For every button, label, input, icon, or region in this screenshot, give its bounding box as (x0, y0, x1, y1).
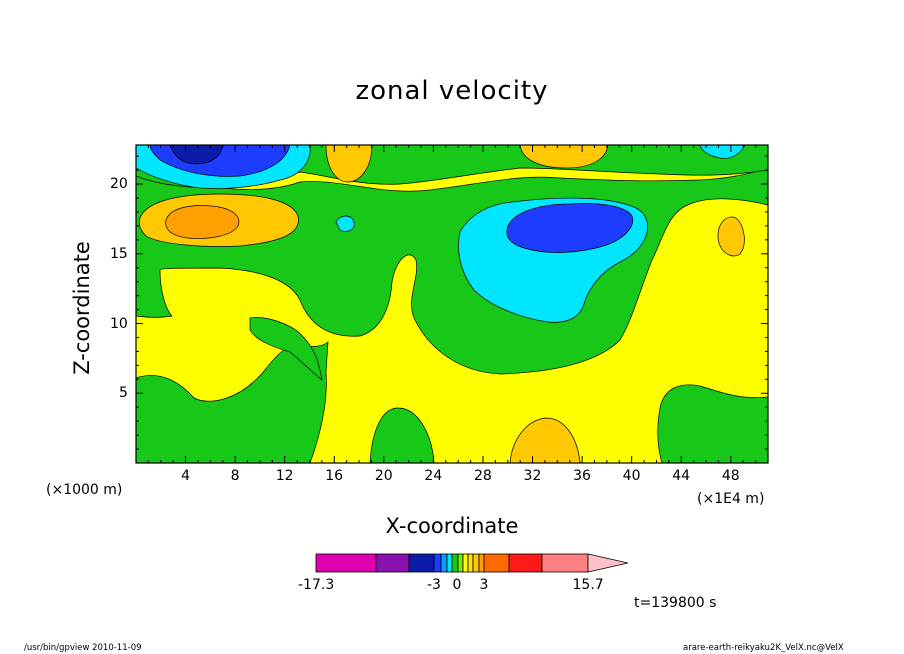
contour-orange-core-left (165, 205, 240, 239)
colorbar-segment (451, 553, 459, 573)
x-tick-label: 28 (473, 468, 492, 484)
colorbar-segment (483, 553, 510, 573)
x-tick-label: 32 (523, 468, 542, 484)
x-tick-label: 48 (721, 468, 740, 484)
x-tick-label: 40 (622, 468, 641, 484)
colorbar-segment (478, 553, 485, 573)
colorbar-extend-arrow (587, 553, 629, 573)
x-tick-label: 24 (424, 468, 443, 484)
contour-orange-top-mid (325, 145, 373, 183)
contour-cyan-small (335, 215, 355, 232)
x-tick-label: 20 (374, 468, 393, 484)
x-tick-label: 4 (181, 468, 190, 484)
y-tick-label: 10 (110, 315, 128, 332)
chart-title: zonal velocity (355, 76, 549, 106)
footer-program-info: /usr/bin/gpview 2010-11-09 (24, 643, 142, 653)
contour-cyan-top-right (699, 145, 746, 159)
colorbar-segment (457, 553, 464, 573)
contour-green-lower-right (657, 384, 768, 463)
x-tick-label: 16 (325, 468, 344, 484)
colorbar-segment (433, 553, 442, 573)
plot-frame (135, 144, 769, 464)
x-tick-label: 36 (573, 468, 591, 484)
colorbar (315, 553, 629, 573)
colorbar-label: 15.7 (572, 577, 604, 593)
colorbar-segment (472, 553, 480, 573)
colorbar-segment (508, 553, 543, 573)
colorbar-segment (467, 553, 474, 573)
x-axis-label: X-coordinate (385, 514, 519, 538)
contour-orange-right (717, 216, 745, 257)
y-axis-unit: (×1000 m) (46, 482, 123, 498)
contour-field (136, 145, 768, 463)
colorbar-label: 3 (479, 577, 489, 593)
colorbar-segment (315, 553, 377, 573)
contour-green-bottom-mid (369, 407, 435, 463)
y-tick-label: 15 (110, 245, 128, 262)
colorbar-segment (440, 553, 448, 573)
x-axis-unit: (×1E4 m) (697, 491, 765, 507)
x-tick-label: 12 (275, 468, 294, 484)
colorbar-label: 0 (452, 577, 462, 593)
contour-blue-right (506, 203, 634, 253)
y-tick-label: 5 (119, 385, 128, 402)
contour-orange-bottom (509, 417, 581, 463)
y-tick-label: 20 (110, 176, 128, 193)
contour-orange-top-center (519, 145, 609, 169)
time-stamp: t=139800 s (634, 595, 717, 611)
colorbar-segment (375, 553, 410, 573)
contour-darkblue-top-left (169, 145, 223, 165)
colorbar-segment (408, 553, 435, 573)
colorbar-segment (541, 553, 589, 573)
colorbar-segment (446, 553, 453, 573)
contour-green-left-blob (249, 317, 323, 381)
footer-file-info: arare-earth-reikyaku2K_VelX.nc@VelX (683, 643, 844, 653)
x-tick-label: 44 (672, 468, 691, 484)
colorbar-segment (462, 553, 469, 573)
x-tick-label: 8 (230, 468, 240, 484)
colorbar-label: -3 (427, 577, 441, 593)
colorbar-label: -17.3 (298, 577, 335, 593)
